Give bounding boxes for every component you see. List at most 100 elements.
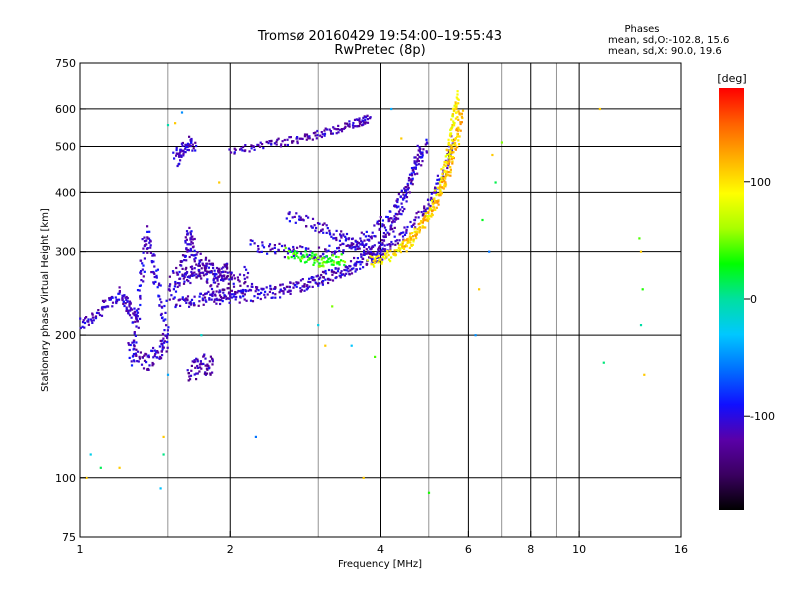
data-point xyxy=(451,139,455,142)
data-point xyxy=(226,274,229,278)
data-point xyxy=(394,243,397,246)
data-point xyxy=(175,146,178,150)
data-point xyxy=(310,254,313,257)
data-point xyxy=(362,476,365,479)
data-point xyxy=(163,304,166,308)
data-point xyxy=(420,164,423,167)
data-point xyxy=(130,364,134,367)
data-point xyxy=(81,321,85,324)
data-point xyxy=(313,253,316,257)
y-tick-label: 400 xyxy=(55,186,76,199)
data-point xyxy=(445,172,448,175)
data-point xyxy=(230,278,233,281)
data-point xyxy=(316,256,319,259)
data-point xyxy=(225,264,228,267)
data-point xyxy=(214,281,217,284)
data-point xyxy=(193,274,196,277)
data-point xyxy=(94,317,98,320)
data-point xyxy=(365,230,368,233)
data-point xyxy=(415,233,418,236)
data-point xyxy=(400,231,403,235)
data-point xyxy=(403,245,406,248)
data-point xyxy=(449,153,452,156)
data-point xyxy=(381,247,384,250)
data-point xyxy=(165,299,168,302)
data-point xyxy=(321,282,324,285)
data-point xyxy=(430,196,433,199)
chart-title: Tromsø 20160429 19:54:00–19:55:43 xyxy=(257,29,502,44)
data-point xyxy=(369,116,372,119)
data-point xyxy=(165,324,168,327)
data-point xyxy=(139,259,142,262)
data-point xyxy=(322,252,325,255)
data-point xyxy=(244,144,247,147)
data-point xyxy=(232,274,235,277)
data-point xyxy=(191,143,194,146)
stats-line-x: mean, sd,X: 90.0, 19.6 xyxy=(608,46,722,57)
data-point xyxy=(158,282,161,285)
data-point xyxy=(268,243,272,246)
data-point xyxy=(303,135,306,138)
data-point xyxy=(392,230,395,233)
data-point xyxy=(382,235,385,238)
data-point xyxy=(399,243,402,246)
data-point xyxy=(182,282,186,285)
data-point xyxy=(215,266,219,270)
data-point xyxy=(258,293,261,296)
data-point xyxy=(230,289,233,292)
data-point xyxy=(268,290,271,293)
data-point xyxy=(401,240,405,243)
data-point xyxy=(145,247,149,250)
data-point xyxy=(454,137,457,140)
data-point xyxy=(286,143,289,147)
data-point xyxy=(270,288,273,291)
data-point xyxy=(307,247,310,250)
data-point xyxy=(271,292,274,295)
data-point xyxy=(101,299,105,302)
data-point xyxy=(360,253,363,256)
data-point xyxy=(321,262,324,265)
data-point xyxy=(188,135,191,138)
data-point xyxy=(396,242,399,245)
data-point xyxy=(418,230,421,233)
data-point xyxy=(289,281,292,284)
data-point xyxy=(204,357,207,360)
data-point xyxy=(406,182,409,185)
x-tick-label: 2 xyxy=(227,543,234,556)
data-point xyxy=(488,250,491,253)
data-point xyxy=(332,126,335,129)
data-point xyxy=(125,308,128,311)
data-point xyxy=(403,239,406,242)
data-point xyxy=(400,137,403,140)
data-point xyxy=(92,319,95,322)
data-point xyxy=(204,273,208,276)
data-point xyxy=(238,273,242,276)
data-point xyxy=(118,466,121,469)
data-point xyxy=(453,104,456,107)
data-point xyxy=(363,245,366,249)
data-point xyxy=(313,279,316,282)
data-point xyxy=(122,302,125,305)
data-point xyxy=(365,248,368,251)
data-point xyxy=(367,238,371,241)
data-point xyxy=(432,191,436,194)
y-tick-label: 500 xyxy=(55,140,76,153)
data-point xyxy=(372,263,375,266)
data-point xyxy=(265,286,268,289)
data-point xyxy=(184,299,187,302)
data-point xyxy=(327,281,330,285)
data-point xyxy=(451,146,454,149)
data-point xyxy=(134,352,137,355)
data-point xyxy=(142,264,145,267)
data-point xyxy=(449,128,452,131)
data-point xyxy=(405,243,408,247)
data-point xyxy=(196,372,199,375)
data-point xyxy=(283,256,286,259)
data-point xyxy=(457,126,460,129)
data-point xyxy=(370,257,373,261)
data-point xyxy=(299,218,303,221)
data-point xyxy=(317,324,320,327)
data-point xyxy=(278,242,281,245)
data-point xyxy=(139,294,142,298)
